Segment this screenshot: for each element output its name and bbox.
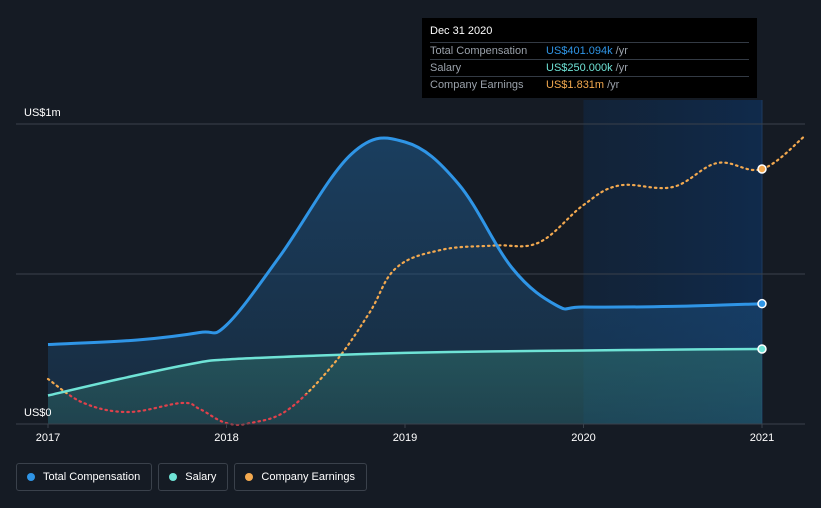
total-compensation-marker (757, 298, 767, 309)
legend-label: Company Earnings (261, 471, 355, 483)
tooltip-value: US$401.094k (546, 45, 613, 57)
salary-area (48, 349, 762, 424)
tooltip-unit: /yr (615, 45, 628, 57)
legend-dot-icon (169, 473, 178, 481)
legend-label: Salary (185, 471, 217, 483)
company-earnings-marker (757, 164, 767, 174)
tooltip-value: US$1.831m (546, 79, 605, 91)
legend-dot-icon (27, 473, 35, 481)
legend-dot-icon (245, 473, 254, 481)
x-tick-label: 2019 (393, 432, 417, 444)
tooltip-value: US$250.000k (546, 62, 613, 74)
legend: Total Compensation Salary Company Earnin… (16, 463, 367, 491)
x-tick-label: 2021 (750, 432, 774, 444)
tooltip-unit: /yr (607, 79, 620, 91)
x-tick-label: 2017 (36, 432, 60, 444)
tooltip-date: Dec 31 2020 (430, 25, 749, 43)
tooltip-label: Company Earnings (430, 79, 524, 91)
salary-line (47, 347, 763, 397)
tooltip-row-company-earnings: Company Earnings US$1.831m /yr (430, 77, 749, 93)
y-tick-label-max: US$1m (24, 107, 61, 119)
y-tick-label-min: US$0 (24, 407, 52, 419)
tooltip-row-total-compensation: Total Compensation US$401.094k /yr (430, 43, 749, 60)
total-compensation-line (47, 136, 763, 346)
tooltip-label: Total Compensation (430, 45, 528, 57)
tooltip-unit: /yr (615, 62, 628, 74)
company-earnings-line (46, 134, 806, 394)
x-tick-label: 2018 (214, 432, 238, 444)
legend-item-total-compensation[interactable]: Total Compensation (16, 463, 153, 491)
x-tick-label: 2020 (571, 432, 595, 444)
legend-label: Total Compensation (43, 471, 141, 483)
legend-item-company-earnings[interactable]: Company Earnings (234, 463, 367, 491)
tooltip-label: Salary (430, 62, 462, 74)
salary-marker (757, 344, 767, 354)
tooltip: Dec 31 2020 Total Compensation US$401.09… (422, 18, 757, 98)
legend-item-salary[interactable]: Salary (158, 463, 229, 491)
tooltip-row-salary: Salary US$250.000k /yr (430, 60, 749, 77)
